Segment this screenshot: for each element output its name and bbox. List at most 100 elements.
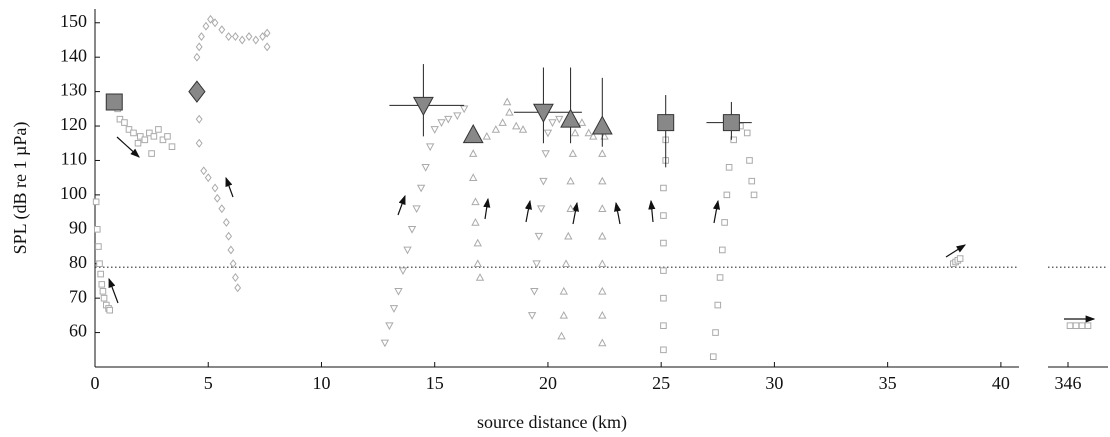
data-point (505, 107, 514, 116)
data-point (714, 301, 722, 309)
data-point (394, 287, 403, 296)
data-point (541, 150, 550, 158)
data-point (444, 115, 453, 124)
y-axis-label: SPL (dB re 1 µPa) (10, 122, 31, 255)
data-point (502, 97, 512, 106)
data-point (723, 191, 731, 199)
data-point (195, 138, 203, 148)
data-point (389, 305, 399, 313)
arrow (712, 199, 721, 224)
data-point (555, 115, 564, 124)
arrow (108, 277, 119, 304)
data-point (98, 281, 106, 288)
x-tick-label: 30 (765, 373, 783, 393)
data-point (536, 205, 546, 214)
data-point (598, 204, 607, 212)
y-tick-label: 110 (61, 149, 87, 169)
data-point (263, 42, 271, 52)
data-point (566, 176, 575, 185)
data-point (491, 125, 501, 133)
data-point (218, 25, 226, 35)
data-point (97, 270, 104, 278)
data-point (385, 322, 394, 331)
data-point (100, 294, 108, 302)
data-point (421, 164, 430, 172)
data-point (164, 133, 171, 140)
y-tick-label: 90 (69, 217, 87, 237)
data-point (743, 129, 751, 137)
data-point (475, 273, 485, 281)
data-point (548, 119, 557, 128)
data-point (598, 310, 607, 319)
data-point (557, 331, 566, 340)
data-point (259, 32, 267, 41)
data-point (473, 259, 482, 268)
data-point (598, 149, 607, 157)
data-point (482, 131, 491, 140)
data-point (96, 260, 103, 268)
data-point (195, 114, 203, 124)
data-point (218, 204, 226, 214)
data-point (956, 255, 964, 262)
data-point (437, 119, 446, 128)
data-point (407, 226, 417, 234)
data-point (534, 232, 544, 241)
data-point (1084, 322, 1092, 329)
data-point (660, 212, 667, 219)
data-point (134, 139, 142, 147)
data-point (425, 143, 435, 152)
data-point (231, 32, 239, 41)
data-point (716, 274, 724, 281)
data-point (207, 14, 214, 24)
y-tick-label: 150 (60, 11, 87, 31)
data-point (566, 204, 575, 212)
summary-point (560, 108, 582, 128)
data-point (559, 310, 568, 319)
data-point (589, 131, 598, 140)
data-point (202, 21, 210, 31)
data-point (559, 286, 568, 295)
x-tick-label: 15 (426, 373, 444, 393)
data-point (211, 183, 219, 193)
summary-point (722, 114, 740, 132)
data-point (598, 286, 607, 295)
summary-point (591, 115, 613, 135)
data-point (1066, 322, 1074, 329)
data-point (229, 259, 237, 269)
summary-point (188, 80, 206, 103)
data-point (498, 118, 507, 126)
data-point (660, 322, 667, 329)
arrow (524, 199, 532, 223)
data-point (195, 42, 203, 52)
arrow (571, 201, 579, 225)
data-point (225, 231, 233, 241)
data-point (148, 150, 155, 157)
data-point (380, 339, 390, 348)
data-point (532, 260, 541, 269)
data-point (106, 306, 114, 314)
x-tick-label: 0 (91, 373, 100, 393)
data-point (719, 246, 726, 254)
x-tick-label: 20 (539, 373, 557, 393)
arrow (945, 244, 967, 258)
data-point (564, 231, 573, 240)
arrow (648, 199, 656, 223)
data-point (227, 245, 235, 255)
x-tick-label: 10 (312, 373, 330, 393)
data-point (598, 231, 607, 240)
data-point (222, 217, 230, 227)
summary-point (657, 114, 675, 132)
data-point (568, 149, 578, 157)
data-point (527, 312, 537, 320)
arrow (116, 136, 140, 158)
data-point (721, 219, 728, 226)
data-point (93, 226, 101, 233)
y-tick-label: 70 (69, 286, 87, 306)
data-point (211, 18, 219, 28)
arrow (397, 194, 406, 216)
data-point (660, 267, 667, 274)
data-point (570, 128, 580, 137)
x-axis-label: source distance (km) (477, 412, 627, 433)
data-point (469, 173, 478, 181)
data-point (213, 193, 221, 203)
